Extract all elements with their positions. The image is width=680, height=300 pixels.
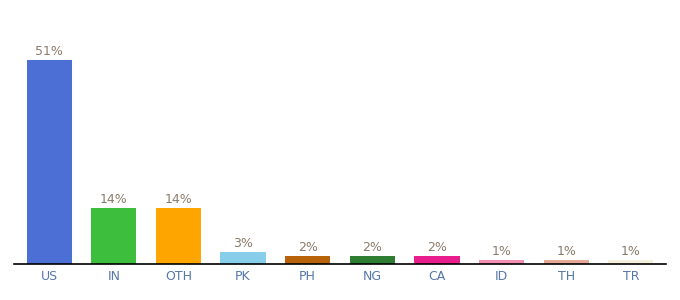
Bar [414, 256, 460, 264]
Bar [220, 252, 266, 264]
Bar [156, 208, 201, 264]
Bar [479, 260, 524, 264]
Text: 14%: 14% [165, 193, 192, 206]
Bar [27, 60, 72, 264]
Text: 2%: 2% [362, 241, 382, 254]
Bar [608, 260, 653, 264]
Bar [91, 208, 137, 264]
Bar [285, 256, 330, 264]
Text: 3%: 3% [233, 237, 253, 250]
Text: 2%: 2% [298, 241, 318, 254]
Text: 1%: 1% [556, 244, 576, 258]
Text: 1%: 1% [492, 244, 511, 258]
Bar [543, 260, 589, 264]
Text: 14%: 14% [100, 193, 128, 206]
Text: 51%: 51% [35, 45, 63, 58]
Bar [350, 256, 395, 264]
Text: 2%: 2% [427, 241, 447, 254]
Text: 1%: 1% [621, 244, 641, 258]
